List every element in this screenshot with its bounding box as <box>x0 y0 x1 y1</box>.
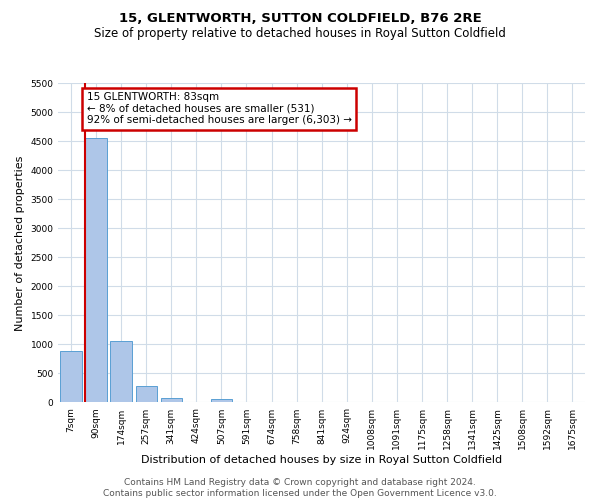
Y-axis label: Number of detached properties: Number of detached properties <box>15 156 25 330</box>
Bar <box>60 352 82 403</box>
Bar <box>110 341 132 402</box>
Bar <box>161 398 182 402</box>
Bar <box>136 386 157 402</box>
X-axis label: Distribution of detached houses by size in Royal Sutton Coldfield: Distribution of detached houses by size … <box>141 455 502 465</box>
Text: 15 GLENTWORTH: 83sqm
← 8% of detached houses are smaller (531)
92% of semi-detac: 15 GLENTWORTH: 83sqm ← 8% of detached ho… <box>86 92 352 126</box>
Bar <box>85 138 107 402</box>
Text: 15, GLENTWORTH, SUTTON COLDFIELD, B76 2RE: 15, GLENTWORTH, SUTTON COLDFIELD, B76 2R… <box>119 12 481 26</box>
Text: Contains HM Land Registry data © Crown copyright and database right 2024.
Contai: Contains HM Land Registry data © Crown c… <box>103 478 497 498</box>
Bar <box>211 400 232 402</box>
Text: Size of property relative to detached houses in Royal Sutton Coldfield: Size of property relative to detached ho… <box>94 28 506 40</box>
